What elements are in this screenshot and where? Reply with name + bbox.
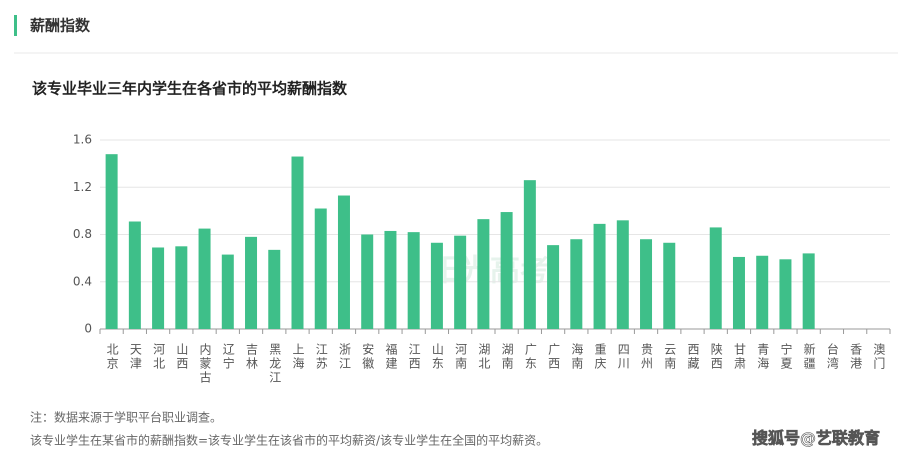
note: 注：数据来源于学职平台职业调查。 bbox=[30, 410, 222, 425]
x-tick-label: 海南 bbox=[570, 342, 584, 371]
header-title: 薪酬指数 bbox=[30, 17, 91, 35]
x-tick-label: 香港 bbox=[849, 343, 863, 371]
bar bbox=[570, 239, 583, 329]
bar bbox=[152, 247, 165, 329]
x-tick-label: 西藏 bbox=[686, 343, 700, 371]
bar bbox=[640, 239, 653, 329]
x-tick-label: 天津 bbox=[128, 343, 142, 371]
note: 该专业学生在某省市的薪酬指数=该专业学生在该省市的平均薪资/该专业学生在全国的平… bbox=[30, 433, 548, 448]
bar bbox=[454, 235, 467, 329]
bar bbox=[593, 223, 606, 329]
bar bbox=[663, 242, 676, 329]
x-tick-label: 河南 bbox=[454, 343, 468, 371]
x-tick-label: 安徽 bbox=[361, 342, 375, 371]
bar bbox=[245, 236, 258, 329]
bar bbox=[314, 208, 327, 329]
x-tick-label: 湖北 bbox=[477, 342, 491, 371]
bar bbox=[337, 195, 350, 329]
x-tick-label: 辽宁 bbox=[221, 343, 235, 371]
bar bbox=[175, 246, 188, 329]
x-tick-label: 吉林 bbox=[245, 343, 259, 371]
x-tick-label: 河北 bbox=[152, 343, 166, 371]
x-tick-label: 上海 bbox=[291, 343, 305, 371]
x-tick-label: 云南 bbox=[663, 343, 677, 371]
bar bbox=[709, 227, 722, 329]
bar bbox=[802, 253, 815, 329]
bar bbox=[268, 249, 281, 329]
x-tick-label: 澳门 bbox=[872, 343, 886, 371]
bar bbox=[756, 255, 769, 329]
bar bbox=[291, 156, 304, 329]
x-tick-label: 台湾 bbox=[825, 342, 839, 371]
y-tick-label: 0 bbox=[84, 322, 92, 336]
bar bbox=[547, 245, 560, 329]
bar bbox=[361, 234, 374, 329]
x-tick-label: 广东 bbox=[523, 343, 537, 371]
x-tick-label: 内蒙古 bbox=[198, 343, 212, 385]
x-tick-label: 湖南 bbox=[500, 342, 514, 371]
bar bbox=[430, 242, 443, 329]
bar bbox=[198, 228, 211, 329]
x-tick-label: 浙江 bbox=[337, 343, 351, 371]
x-tick-label: 陕西 bbox=[709, 342, 723, 371]
bar bbox=[523, 180, 536, 329]
y-tick-label: 1.6 bbox=[73, 133, 92, 147]
bar bbox=[221, 254, 234, 329]
x-tick-label: 山西 bbox=[175, 343, 189, 371]
y-tick-label: 0.8 bbox=[73, 227, 92, 241]
x-tick-label: 山东 bbox=[430, 343, 444, 371]
bar bbox=[779, 259, 792, 329]
bar bbox=[128, 221, 141, 329]
x-tick-label: 重庆 bbox=[593, 343, 607, 371]
x-tick-label: 青海 bbox=[756, 343, 770, 371]
bar bbox=[384, 230, 397, 329]
credit: 搜狐号@艺联教育 bbox=[752, 429, 880, 448]
x-tick-label: 福建 bbox=[384, 342, 398, 371]
bar bbox=[105, 154, 118, 329]
x-tick-label: 江苏 bbox=[314, 343, 328, 371]
bar bbox=[500, 212, 513, 329]
x-tick-label: 黑龙江 bbox=[268, 343, 282, 385]
x-tick-label: 江西 bbox=[407, 343, 421, 371]
bar bbox=[407, 232, 420, 329]
x-tick-label: 广西 bbox=[547, 343, 561, 371]
x-tick-label: 四川 bbox=[616, 343, 630, 371]
header-accent bbox=[14, 15, 17, 36]
bar bbox=[616, 220, 629, 329]
x-tick-label: 贵州 bbox=[640, 343, 654, 371]
y-tick-label: 0.4 bbox=[73, 274, 92, 288]
x-tick-label: 宁夏 bbox=[779, 342, 793, 371]
bar bbox=[477, 219, 490, 329]
y-tick-label: 1.2 bbox=[73, 180, 92, 194]
x-tick-label: 北京 bbox=[105, 343, 119, 371]
x-tick-label: 甘肃 bbox=[732, 343, 746, 371]
bar bbox=[732, 256, 745, 329]
x-tick-label: 新疆 bbox=[802, 342, 816, 371]
chart-title: 该专业毕业三年内学生在各省市的平均薪酬指数 bbox=[32, 80, 348, 98]
